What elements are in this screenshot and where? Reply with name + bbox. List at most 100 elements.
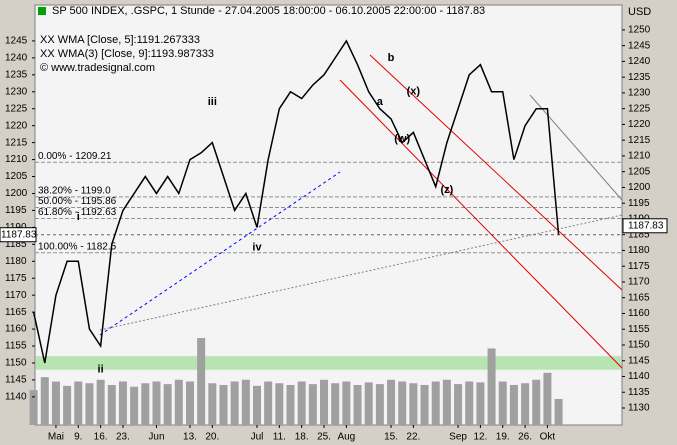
wave-label: (z) xyxy=(440,184,453,196)
volume-bar xyxy=(442,379,451,425)
trendline xyxy=(99,171,341,336)
y2-tick-label: 1205 xyxy=(628,166,651,177)
x-tick-label: 26. xyxy=(518,432,532,443)
y-tick-label: 1195 xyxy=(5,205,27,216)
volume-bar xyxy=(130,386,139,425)
wave-label: (w) xyxy=(394,133,410,145)
x-tick-label: 12. xyxy=(473,432,487,443)
volume-bar xyxy=(297,381,306,425)
volume-bar xyxy=(465,381,474,425)
y2-tick-label: 1220 xyxy=(628,119,651,130)
plot-area xyxy=(34,4,623,426)
volume-bar xyxy=(230,381,239,425)
y2-tick-label: 1180 xyxy=(628,245,650,256)
volume-bar xyxy=(208,383,217,425)
volume-bar xyxy=(331,383,340,425)
x-tick-label: 11. xyxy=(273,432,286,443)
symbol-icon xyxy=(38,7,46,15)
last-price-box xyxy=(0,227,37,243)
x-tick-label: 20. xyxy=(205,432,219,443)
y2-tick-label: 1150 xyxy=(628,340,650,351)
y-tick-label: 1235 xyxy=(5,69,28,80)
volume-bar xyxy=(63,385,72,425)
volume-bar xyxy=(197,338,206,425)
volume-bar xyxy=(498,381,507,425)
volume-bar xyxy=(241,379,250,425)
legend-entry: © www.tradesignal.com xyxy=(40,62,155,74)
x-tick-label: Okt xyxy=(540,432,556,443)
y-tick-label: 1185 xyxy=(5,239,27,250)
y2-axis-label: USD xyxy=(628,6,651,18)
volume-bar xyxy=(420,384,429,425)
y-tick-label: 1210 xyxy=(5,154,28,165)
y-tick-label: 1225 xyxy=(5,103,28,114)
volume-bar xyxy=(476,382,485,425)
volume-bar xyxy=(387,379,396,425)
y2-tick-label: 1145 xyxy=(628,355,650,366)
y2-tick-label: 1225 xyxy=(628,103,651,114)
y-tick-label: 1150 xyxy=(5,358,27,369)
last-price-label: 1187.83 xyxy=(628,220,664,231)
y2-tick-label: 1245 xyxy=(628,40,651,51)
volume-bar xyxy=(163,384,172,425)
volume-bar xyxy=(275,383,284,425)
y2-tick-label: 1195 xyxy=(628,198,650,209)
volume-bar xyxy=(431,381,440,425)
volume-bar xyxy=(398,381,407,425)
fib-label: 0.00% - 1209.21 xyxy=(38,151,112,162)
x-tick-label: 9. xyxy=(74,432,82,443)
volume-bar xyxy=(96,379,105,425)
y2-tick-label: 1155 xyxy=(628,324,650,335)
wave-label: iv xyxy=(252,242,262,254)
y2-tick-label: 1135 xyxy=(628,387,650,398)
volume-bar xyxy=(509,384,518,425)
chart-title: SP 500 INDEX, .GSPC, 1 Stunde - 27.04.20… xyxy=(52,5,485,17)
y2-tick-label: 1140 xyxy=(628,371,650,382)
trendline xyxy=(529,94,623,201)
volume-bar xyxy=(286,384,295,425)
volume-bar xyxy=(375,384,384,425)
y2-tick-label: 1165 xyxy=(628,292,650,303)
volume-bar xyxy=(174,379,183,425)
fib-label: 61.80% - 1192.63 xyxy=(38,207,117,218)
x-tick-label: Aug xyxy=(337,432,355,443)
y2-tick-label: 1210 xyxy=(628,151,651,162)
y-tick-label: 1175 xyxy=(5,273,27,284)
volume-bar xyxy=(40,377,49,425)
volume-bar xyxy=(364,382,373,425)
x-tick-label: 13. xyxy=(183,432,197,443)
wave-label: ii xyxy=(98,364,104,376)
y2-tick-label: 1240 xyxy=(628,56,651,67)
volume-bar xyxy=(141,383,150,425)
trendline xyxy=(99,214,623,331)
wave-label: a xyxy=(377,96,384,108)
y2-tick-label: 1235 xyxy=(628,72,651,83)
volume-bar xyxy=(308,384,317,425)
y2-tick-label: 1250 xyxy=(628,25,651,36)
y2-tick-label: 1230 xyxy=(628,88,651,99)
y-tick-label: 1245 xyxy=(5,36,28,47)
x-tick-label: 25. xyxy=(317,432,331,443)
fib-label: 50.00% - 1195.86 xyxy=(38,196,117,207)
volume-bar xyxy=(74,381,83,425)
y2-tick-label: 1185 xyxy=(628,229,650,240)
volume-bar xyxy=(532,379,541,425)
volume-bar xyxy=(152,381,161,425)
x-tick-label: Sep xyxy=(449,432,467,443)
volume-bar xyxy=(118,381,127,425)
volume-bar xyxy=(253,385,261,425)
legend-entry: XX WMA(3) [Close, 9]:1193.987333 xyxy=(40,48,214,60)
x-tick-label: 15. xyxy=(384,432,398,443)
volume-bar xyxy=(342,381,351,425)
fib-label: 38.20% - 1199.0 xyxy=(38,186,111,197)
price-line xyxy=(32,39,560,364)
y-tick-label: 1140 xyxy=(5,392,27,403)
legend-entry: XX WMA [Close, 5]:1191.267333 xyxy=(40,34,200,46)
x-tick-label: Mai xyxy=(48,432,64,443)
volume-bar xyxy=(51,381,60,425)
volume-bar xyxy=(521,383,530,425)
volume-bar xyxy=(264,381,273,425)
volume-bar xyxy=(454,384,463,425)
